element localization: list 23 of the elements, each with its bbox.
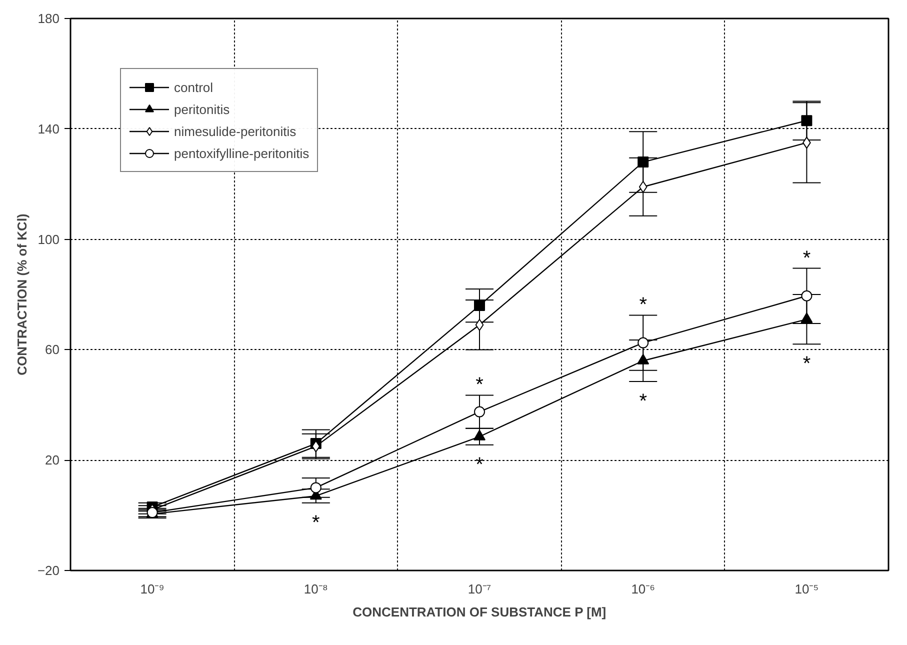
annotation: * bbox=[476, 374, 484, 396]
annotation: * bbox=[802, 353, 811, 376]
y-tick-label: 20 bbox=[45, 452, 60, 468]
y-tick-label: −20 bbox=[37, 563, 60, 578]
x-axis-title: CONCENTRATION OF SUBSTANCE P [M] bbox=[352, 604, 606, 620]
legend-label: pentoxifylline-peritonitis bbox=[174, 146, 310, 160]
annotation: * bbox=[802, 247, 811, 270]
annotation: * bbox=[639, 390, 648, 412]
x-tick-label: 10⁻⁹ bbox=[140, 582, 164, 596]
legend-label: control bbox=[174, 80, 214, 94]
x-tick-label: 10⁻⁵ bbox=[794, 582, 819, 596]
annotation: * bbox=[312, 512, 320, 534]
y-axis-title: CONTRACTION (% of KCl) bbox=[14, 214, 30, 376]
y-tick-label: 60 bbox=[45, 342, 60, 358]
x-tick-label: 10⁻⁶ bbox=[631, 582, 656, 596]
legend-label: peritonitis bbox=[174, 102, 230, 116]
x-tick-label: 10⁻⁸ bbox=[304, 582, 328, 596]
annotation: * bbox=[639, 294, 648, 316]
y-tick-label: 140 bbox=[38, 121, 60, 136]
y-tick-label: 100 bbox=[38, 232, 60, 247]
y-tick-label: 180 bbox=[38, 11, 60, 26]
x-tick-label: 10⁻⁷ bbox=[468, 582, 492, 596]
legend-label: nimesulide-peritonitis bbox=[174, 124, 296, 138]
